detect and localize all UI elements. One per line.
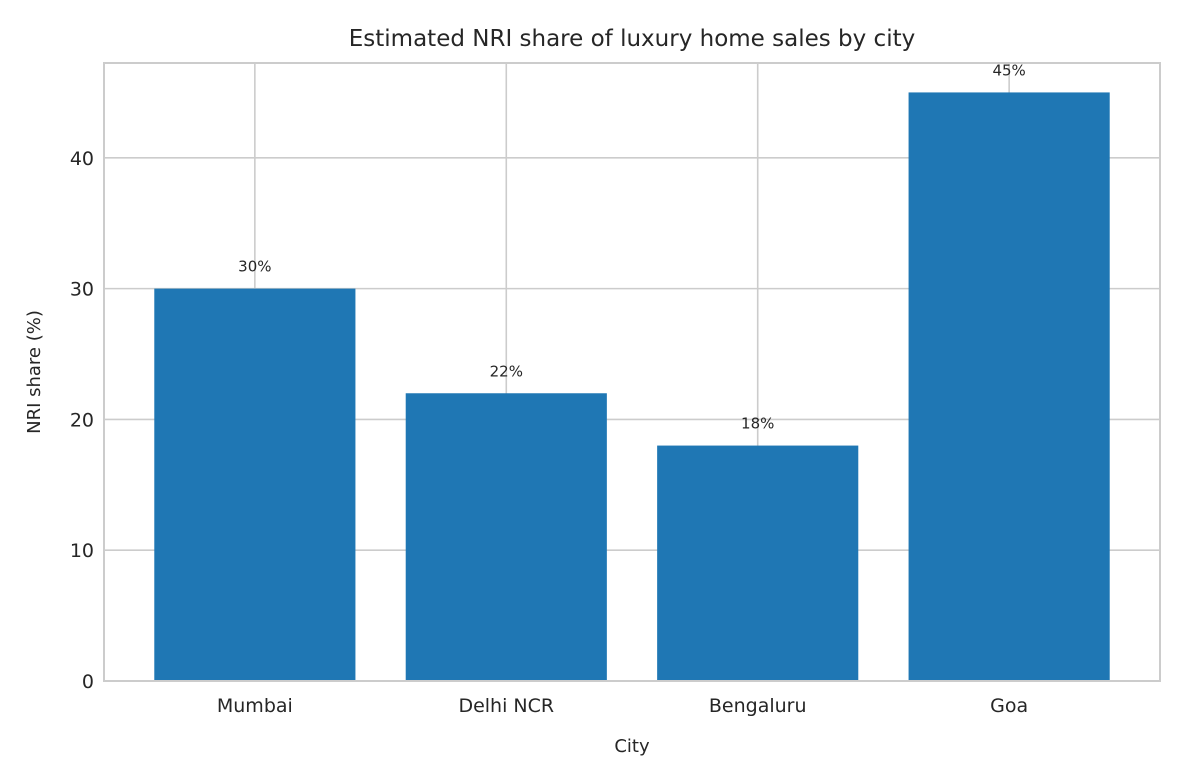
plot-frame	[103, 62, 1161, 682]
y-axis-label: NRI share (%)	[24, 310, 45, 434]
x-axis-label: City	[614, 736, 650, 757]
y-tick-label: 0	[82, 671, 94, 693]
y-tick-label: 10	[70, 540, 94, 562]
bar-delhi-ncr	[405, 393, 607, 681]
chart-title: Estimated NRI share of luxury home sales…	[349, 26, 915, 52]
x-tick-label: Goa	[990, 695, 1028, 717]
x-tick-label: Mumbai	[217, 695, 293, 717]
data-label: 22%	[490, 362, 523, 380]
data-label: 45%	[992, 61, 1025, 79]
y-tick-label: 30	[70, 279, 94, 301]
data-label: 18%	[741, 415, 774, 433]
bar-bengaluru	[657, 445, 859, 681]
bars: 30% 22% 18% 45%	[154, 61, 1110, 681]
ticks: 0 10 20 30 40 Mumbai Delhi NCR Bengaluru Goa	[70, 148, 1028, 717]
x-tick-label: Bengaluru	[709, 695, 807, 717]
data-label: 30%	[238, 258, 271, 276]
y-tick-label: 40	[70, 148, 94, 170]
bar-goa	[908, 92, 1110, 681]
bar-mumbai	[154, 288, 356, 681]
y-tick-label: 20	[70, 409, 94, 431]
x-tick-label: Delhi NCR	[458, 695, 554, 717]
